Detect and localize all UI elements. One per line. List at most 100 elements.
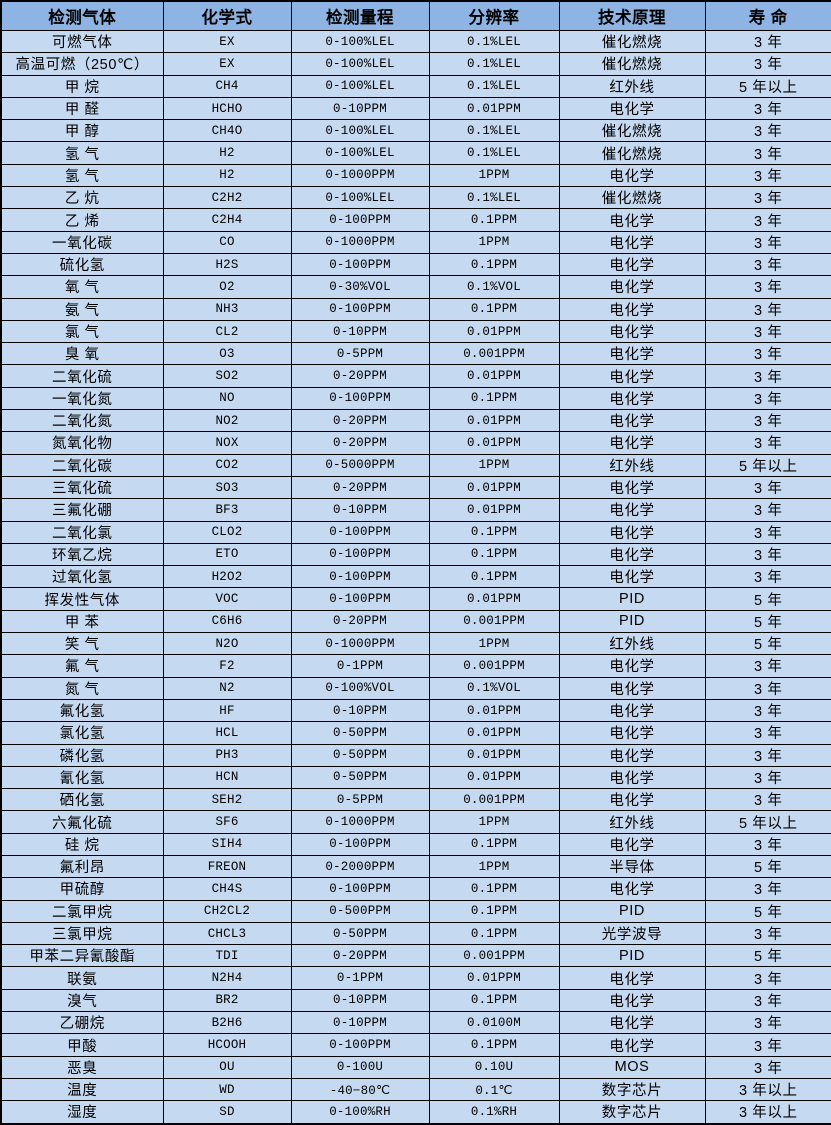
cell-range: 0-20PPM bbox=[290, 431, 430, 455]
table-row: 甲 醛 HCHO 0-10PPM 0.01PPM 电化学 3 年 bbox=[0, 96, 831, 121]
cell-range: 0-100%RH bbox=[290, 1100, 430, 1125]
cell-life: 5 年 bbox=[704, 609, 831, 634]
table-row: 氢 气 H2 0-1000PPM 1PPM 电化学 3 年 bbox=[0, 163, 831, 188]
cell-tech: 电化学 bbox=[558, 275, 706, 299]
cell-res: 0.01PPM bbox=[428, 364, 560, 388]
table-row: 三氧化硫 SO3 0-20PPM 0.01PPM 电化学 3 年 bbox=[0, 475, 831, 500]
cell-formula: SEH2 bbox=[162, 788, 292, 812]
cell-formula: H2S bbox=[162, 252, 292, 277]
cell-tech: 电化学 bbox=[558, 765, 706, 790]
cell-formula: NOX bbox=[162, 431, 292, 455]
cell-gas: 氮 气 bbox=[0, 676, 164, 700]
table-row: 溴气 BR2 0-10PPM 0.1PPM 电化学 3 年 bbox=[0, 988, 831, 1013]
cell-res: 0.1PPM bbox=[428, 921, 560, 946]
cell-formula: O2 bbox=[162, 275, 292, 299]
cell-res: 0.1PPM bbox=[428, 1033, 560, 1057]
table-row: 高温可燃（250℃） EX 0-100%LEL 0.1%LEL 催化燃烧 3 年 bbox=[0, 52, 831, 76]
cell-range: 0-20PPM bbox=[290, 609, 430, 634]
cell-life: 3 年 bbox=[704, 565, 831, 589]
cell-life: 3 年 bbox=[704, 1055, 831, 1079]
cell-life: 3 年 bbox=[704, 252, 831, 277]
cell-life: 3 年 bbox=[704, 29, 831, 54]
cell-res: 0.1PPM bbox=[428, 297, 560, 321]
cell-gas: 硒化氢 bbox=[0, 788, 164, 812]
cell-gas: 环氧乙烷 bbox=[0, 542, 164, 567]
cell-formula: F2 bbox=[162, 654, 292, 678]
cell-res: 0.1PPM bbox=[428, 386, 560, 411]
cell-life: 3 年 bbox=[704, 788, 831, 812]
table-row: 湿度 SD 0-100%RH 0.1%RH 数字芯片 3 年以上 bbox=[0, 1100, 831, 1125]
table-row: 恶臭 OU 0-100U 0.10U MOS 3 年 bbox=[0, 1055, 831, 1079]
cell-gas: 乙硼烷 bbox=[0, 1011, 164, 1035]
cell-range: 0-5000PPM bbox=[290, 453, 430, 477]
cell-range: 0-10PPM bbox=[290, 96, 430, 121]
cell-range: 0-100PPM bbox=[290, 542, 430, 567]
table-row: 乙 炕 C2H2 0-100%LEL 0.1%LEL 催化燃烧 3 年 bbox=[0, 186, 831, 210]
cell-life: 3 年 bbox=[704, 163, 831, 188]
cell-res: 0.001PPM bbox=[428, 944, 560, 968]
cell-gas: 氨 气 bbox=[0, 297, 164, 321]
cell-tech: 数字芯片 bbox=[558, 1100, 706, 1125]
cell-tech: 电化学 bbox=[558, 832, 706, 856]
cell-tech: 红外线 bbox=[558, 810, 706, 834]
table-row: 氯化氢 HCL 0-50PPM 0.01PPM 电化学 3 年 bbox=[0, 721, 831, 745]
cell-formula: HCL bbox=[162, 721, 292, 745]
table-row: 一氧化碳 CO 0-1000PPM 1PPM 电化学 3 年 bbox=[0, 230, 831, 254]
cell-gas: 氯化氢 bbox=[0, 721, 164, 745]
cell-formula: SF6 bbox=[162, 810, 292, 834]
cell-life: 3 年以上 bbox=[704, 1100, 831, 1125]
cell-tech: 电化学 bbox=[558, 542, 706, 567]
cell-gas: 可燃气体 bbox=[0, 29, 164, 54]
cell-life: 5 年 bbox=[704, 632, 831, 656]
cell-tech: 电化学 bbox=[558, 788, 706, 812]
cell-life: 3 年以上 bbox=[704, 1077, 831, 1102]
cell-tech: 电化学 bbox=[558, 877, 706, 901]
table-row: 氟 气 F2 0-1PPM 0.001PPM 电化学 3 年 bbox=[0, 654, 831, 678]
cell-formula: CH2CL2 bbox=[162, 899, 292, 923]
cell-life: 3 年 bbox=[704, 966, 831, 990]
cell-tech: 电化学 bbox=[558, 498, 706, 522]
table-row: 二氧化氯 CLO2 0-100PPM 0.1PPM 电化学 3 年 bbox=[0, 520, 831, 544]
cell-tech: 电化学 bbox=[558, 208, 706, 232]
cell-tech: PID bbox=[558, 944, 706, 968]
cell-gas: 二氧化氮 bbox=[0, 409, 164, 433]
cell-range: 0-100PPM bbox=[290, 832, 430, 856]
cell-gas: 氢 气 bbox=[0, 163, 164, 188]
cell-gas: 氮氧化物 bbox=[0, 431, 164, 455]
cell-range: -40−80℃ bbox=[290, 1077, 430, 1102]
column-header-formula: 化学式 bbox=[162, 0, 292, 31]
cell-tech: 电化学 bbox=[558, 966, 706, 990]
cell-res: 0.0100M bbox=[428, 1011, 560, 1035]
cell-res: 0.01PPM bbox=[428, 743, 560, 767]
cell-range: 0-1000PPM bbox=[290, 632, 430, 656]
cell-tech: 电化学 bbox=[558, 252, 706, 277]
cell-formula: WD bbox=[162, 1077, 292, 1102]
cell-range: 0-50PPM bbox=[290, 765, 430, 790]
cell-tech: 红外线 bbox=[558, 74, 706, 98]
cell-formula: OU bbox=[162, 1055, 292, 1079]
cell-tech: 红外线 bbox=[558, 453, 706, 477]
cell-tech: PID bbox=[558, 899, 706, 923]
cell-tech: 电化学 bbox=[558, 386, 706, 411]
cell-life: 3 年 bbox=[704, 230, 831, 254]
cell-tech: 电化学 bbox=[558, 409, 706, 433]
cell-tech: 电化学 bbox=[558, 654, 706, 678]
table-row: 氧 气 O2 0-30%VOL 0.1%VOL 电化学 3 年 bbox=[0, 275, 831, 299]
cell-gas: 甲硫醇 bbox=[0, 877, 164, 901]
cell-tech: 电化学 bbox=[558, 475, 706, 500]
table-row: 氰化氢 HCN 0-50PPM 0.01PPM 电化学 3 年 bbox=[0, 765, 831, 790]
cell-range: 0-100U bbox=[290, 1055, 430, 1079]
cell-formula: SO3 bbox=[162, 475, 292, 500]
cell-res: 1PPM bbox=[428, 854, 560, 879]
cell-range: 0-20PPM bbox=[290, 409, 430, 433]
cell-life: 3 年 bbox=[704, 520, 831, 544]
cell-res: 0.001PPM bbox=[428, 609, 560, 634]
cell-tech: 电化学 bbox=[558, 988, 706, 1013]
cell-formula: CO bbox=[162, 230, 292, 254]
cell-res: 0.1PPM bbox=[428, 877, 560, 901]
cell-range: 0-10PPM bbox=[290, 698, 430, 723]
cell-range: 0-50PPM bbox=[290, 721, 430, 745]
cell-res: 0.1PPM bbox=[428, 520, 560, 544]
cell-range: 0-30%VOL bbox=[290, 275, 430, 299]
cell-range: 0-100PPM bbox=[290, 297, 430, 321]
